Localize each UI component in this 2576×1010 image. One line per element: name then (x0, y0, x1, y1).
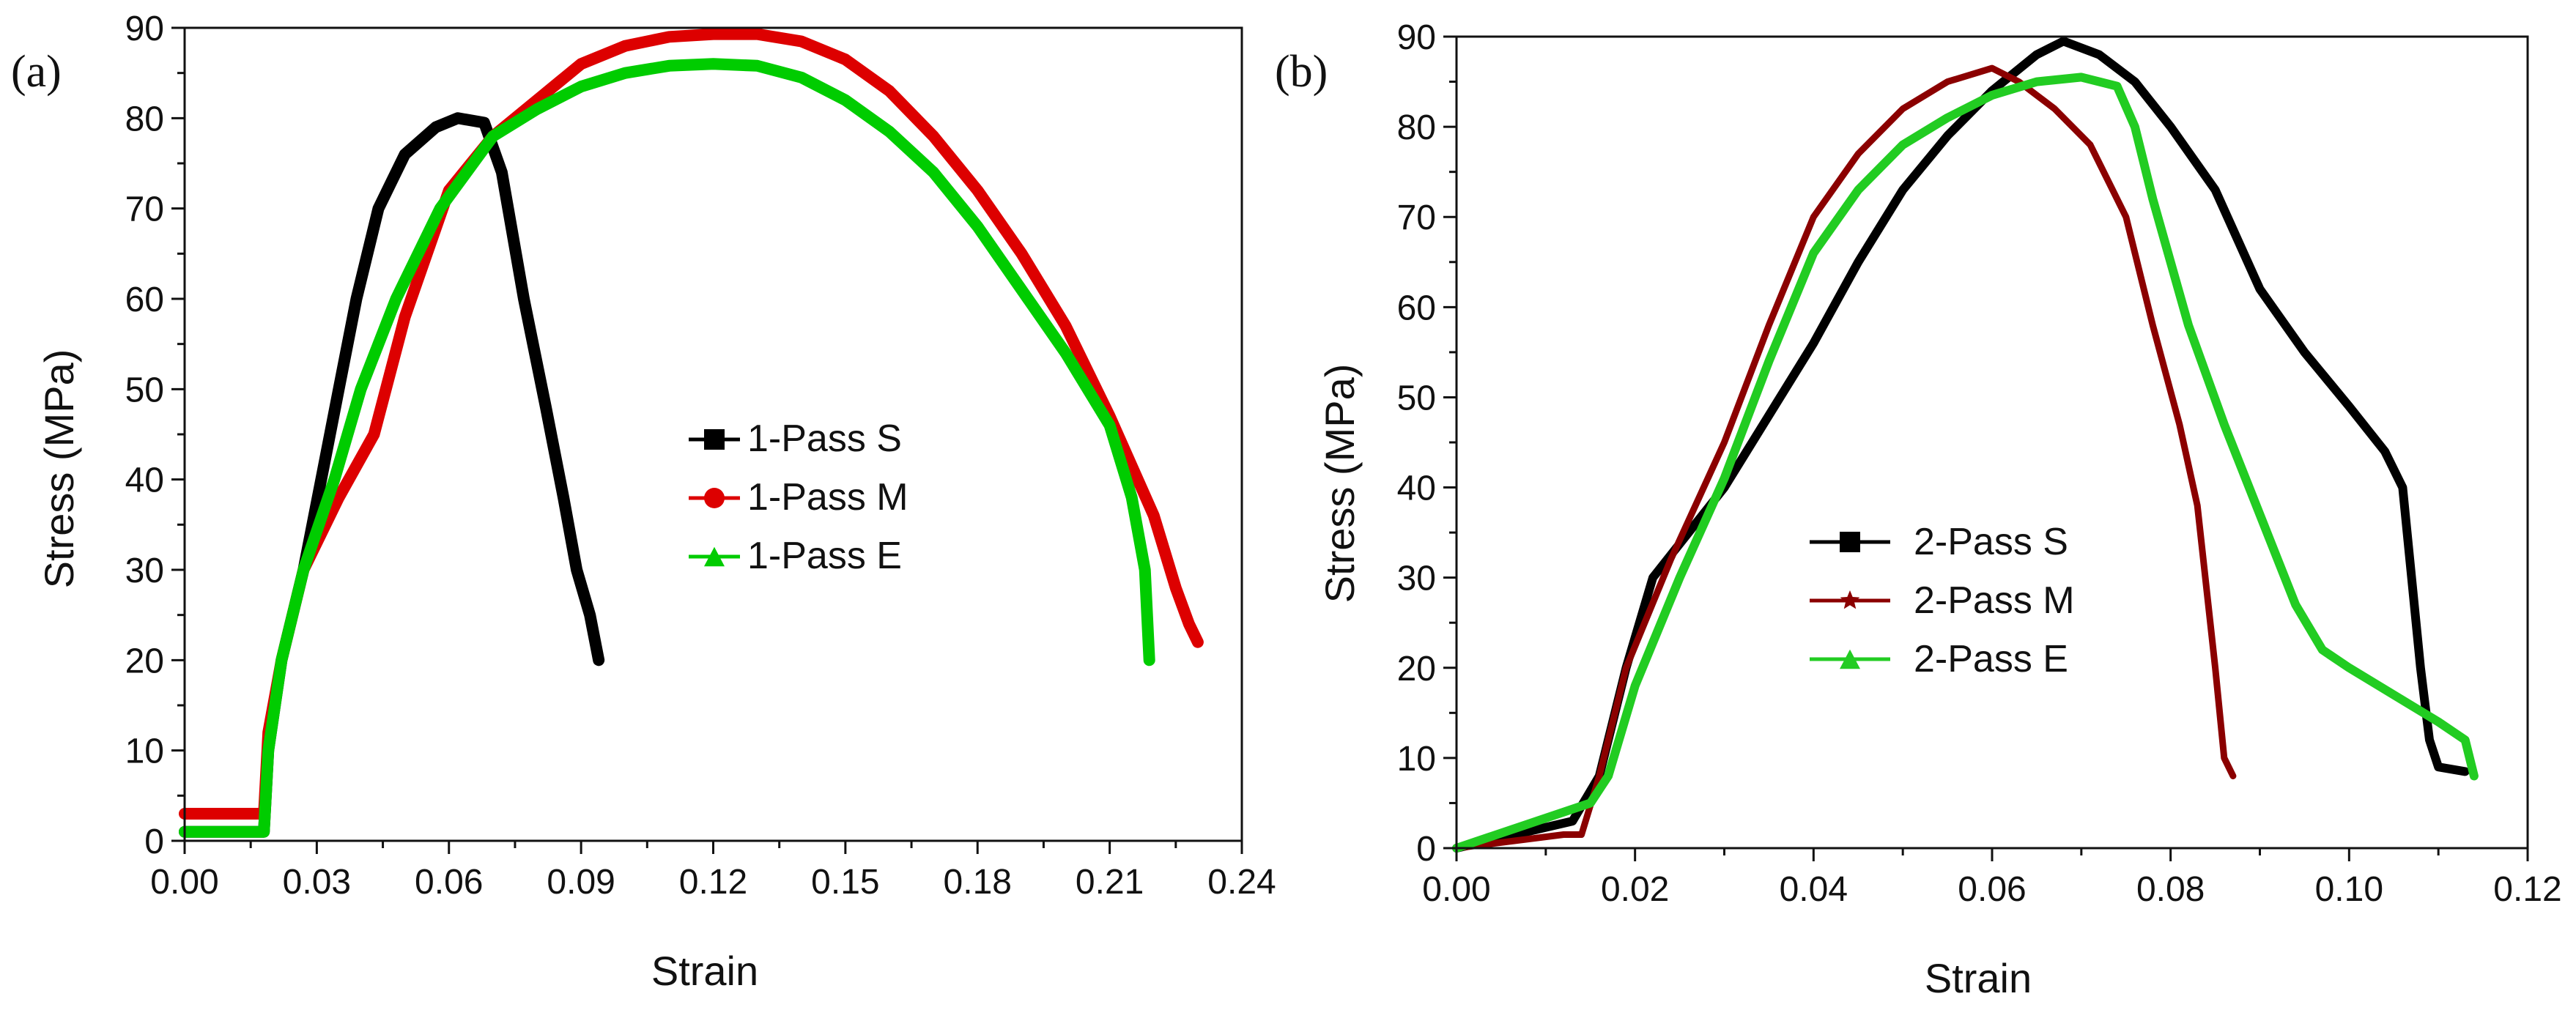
panel-b-y-tick-label: 80 (1397, 108, 1436, 147)
panel-a-y-tick-label: 10 (125, 732, 164, 771)
panel-b-y-tick-label: 30 (1397, 560, 1436, 598)
panel-a-x-tick-label: 0.18 (944, 863, 1012, 902)
panel-a-y-tick-label: 60 (125, 281, 164, 319)
panel-b-label: (b) (1275, 47, 1328, 97)
panel-a-xlabel: Strain (651, 948, 758, 994)
panel-b-y-tick-label: 10 (1397, 740, 1436, 779)
panel-b-x-tick-label: 0.02 (1601, 870, 1669, 909)
panel-b-series-group (1452, 37, 2479, 853)
panel-a-x-tick-label: 0.21 (1076, 863, 1144, 902)
panel-a-x-tick-label: 0.03 (283, 863, 351, 902)
panel-a-y-tick-label: 30 (125, 552, 164, 590)
panel-a-x-tick-label: 0.06 (415, 863, 483, 902)
panel-a-x-tick-label: 0.00 (150, 863, 218, 902)
panel-b-series-2-pass-s (1452, 37, 2470, 853)
panel-a-legend-marker-0 (704, 429, 725, 450)
legend-label-2-pass-m: 2-Pass M (1914, 579, 2075, 622)
panel-b: (b) Strain Stress (MPa) 2-Pass S 2-Pass … (1275, 18, 2562, 1001)
panel-b-plot-frame (1455, 35, 2529, 850)
panel-b-y-tick-label: 40 (1397, 469, 1436, 508)
panel-a-x-tick-label: 0.24 (1207, 863, 1276, 902)
legend-label-2-pass-e: 2-Pass E (1914, 638, 2068, 680)
panel-b-y-tick-label: 50 (1397, 379, 1436, 417)
legend-label-1-pass-m: 1-Pass M (747, 476, 908, 519)
panel-a: (a) Strain Stress (MPa) 1-Pass S 1-Pass … (11, 10, 1276, 994)
panel-a-y-tick-label: 40 (125, 461, 164, 500)
panel-a-series-1-pass-e (179, 58, 1155, 838)
panel-b-y-tick-label: 20 (1397, 650, 1436, 688)
panel-b-series-2-pass-m (1453, 64, 2237, 852)
panel-b-y-tick-label: 60 (1397, 289, 1436, 327)
panel-b-legend-marker-1 (1840, 590, 1860, 609)
panel-b-legend-marker-2 (1840, 649, 1860, 669)
panel-a-x-tick-label: 0.09 (547, 863, 615, 902)
panel-a-y-tick-label: 90 (125, 10, 164, 48)
panel-a-series-1-pass-s (179, 112, 605, 838)
panel-b-x-tick-label: 0.00 (1422, 870, 1490, 909)
panel-b-x-tick-label: 0.10 (2315, 870, 2383, 909)
legend-label-1-pass-e: 1-Pass E (747, 535, 902, 577)
panel-b-x-tick-label: 0.06 (1958, 870, 2026, 909)
panel-b-ylabel: Stress (MPa) (1317, 364, 1363, 604)
panel-b-x-tick-label: 0.12 (2493, 870, 2561, 909)
panel-a-x-tick-label: 0.12 (679, 863, 747, 902)
panel-a-legend-marker-1 (704, 488, 725, 508)
panel-b-x-tick-label: 0.04 (1780, 870, 1848, 909)
panel-b-series-2-pass-e (1452, 73, 2479, 853)
panel-a-label: (a) (11, 47, 62, 97)
panel-b-y-tick-label: 70 (1397, 198, 1436, 237)
panel-b-x-tick-label: 0.08 (2136, 870, 2205, 909)
panel-a-ylabel: Stress (MPa) (36, 349, 82, 589)
panel-b-legend-marker-0 (1840, 532, 1860, 552)
panel-b-y-tick-label: 0 (1416, 830, 1436, 869)
panel-b-y-tick-label: 90 (1397, 18, 1436, 57)
panel-a-y-tick-label: 50 (125, 371, 164, 409)
panel-b-xlabel: Strain (1925, 955, 2032, 1001)
panel-a-legend-marker-2 (704, 546, 725, 567)
legend-label-2-pass-s: 2-Pass S (1914, 521, 2068, 563)
panel-a-y-tick-label: 0 (144, 823, 164, 861)
panel-a-y-tick-label: 80 (125, 100, 164, 138)
panel-a-x-tick-label: 0.15 (811, 863, 879, 902)
panel-a-y-tick-label: 70 (125, 190, 164, 229)
legend-label-1-pass-s: 1-Pass S (747, 417, 902, 460)
panel-a-y-tick-label: 20 (125, 642, 164, 680)
panel-a-series-group (179, 28, 1204, 838)
